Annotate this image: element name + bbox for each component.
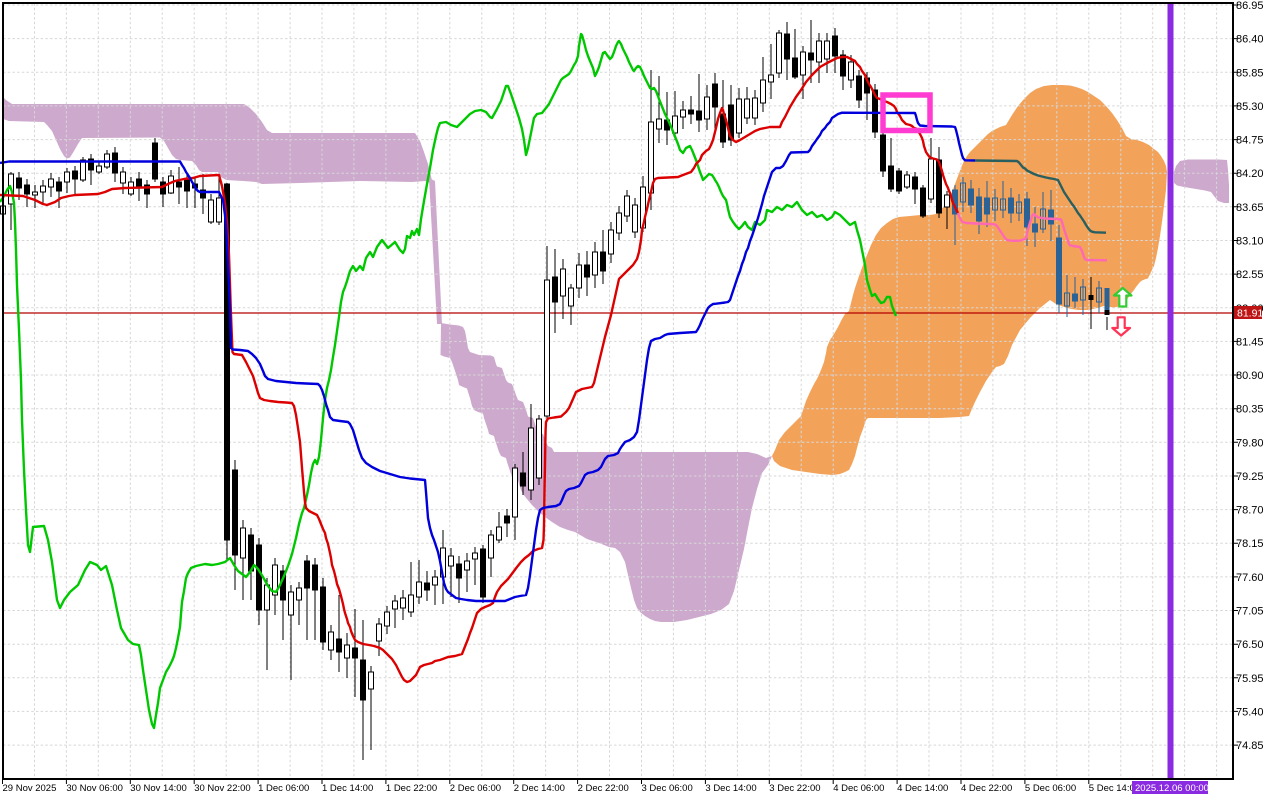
svg-text:5 Dec 14:00: 5 Dec 14:00 <box>1089 783 1140 794</box>
svg-text:1 Dec 14:00: 1 Dec 14:00 <box>322 783 373 794</box>
svg-text:1 Dec 22:00: 1 Dec 22:00 <box>386 783 437 794</box>
svg-text:86.40: 86.40 <box>1236 34 1264 46</box>
svg-text:4 Dec 22:00: 4 Dec 22:00 <box>961 783 1012 794</box>
svg-text:79.25: 79.25 <box>1236 471 1264 483</box>
svg-text:85.85: 85.85 <box>1236 67 1264 79</box>
svg-text:2025.12.06 00:00: 2025.12.06 00:00 <box>1135 783 1209 794</box>
svg-text:84.75: 84.75 <box>1236 135 1264 147</box>
svg-text:3 Dec 22:00: 3 Dec 22:00 <box>769 783 820 794</box>
svg-text:4 Dec 14:00: 4 Dec 14:00 <box>897 783 948 794</box>
svg-text:81.45: 81.45 <box>1236 336 1264 348</box>
svg-text:83.65: 83.65 <box>1236 202 1264 214</box>
svg-text:85.30: 85.30 <box>1236 101 1264 113</box>
svg-text:76.50: 76.50 <box>1236 639 1264 651</box>
svg-text:4 Dec 06:00: 4 Dec 06:00 <box>833 783 884 794</box>
svg-text:30 Nov 14:00: 30 Nov 14:00 <box>130 783 187 794</box>
svg-text:29 Nov 2025: 29 Nov 2025 <box>3 783 57 794</box>
svg-text:30 Nov 06:00: 30 Nov 06:00 <box>66 783 123 794</box>
svg-text:1 Dec 06:00: 1 Dec 06:00 <box>258 783 309 794</box>
svg-text:81.91: 81.91 <box>1237 308 1263 320</box>
svg-text:5 Dec 06:00: 5 Dec 06:00 <box>1025 783 1076 794</box>
svg-text:75.40: 75.40 <box>1236 706 1264 718</box>
svg-text:2 Dec 06:00: 2 Dec 06:00 <box>450 783 501 794</box>
svg-text:74.85: 74.85 <box>1236 740 1264 752</box>
svg-text:83.10: 83.10 <box>1236 236 1264 248</box>
svg-text:2 Dec 14:00: 2 Dec 14:00 <box>514 783 565 794</box>
svg-text:75.95: 75.95 <box>1236 673 1264 685</box>
svg-text:77.05: 77.05 <box>1236 606 1264 618</box>
svg-text:79.80: 79.80 <box>1236 437 1264 449</box>
svg-text:82.55: 82.55 <box>1236 269 1264 281</box>
svg-text:78.15: 78.15 <box>1236 538 1264 550</box>
svg-text:80.90: 80.90 <box>1236 370 1264 382</box>
svg-text:2 Dec 22:00: 2 Dec 22:00 <box>578 783 629 794</box>
svg-text:3 Dec 06:00: 3 Dec 06:00 <box>642 783 693 794</box>
svg-text:84.20: 84.20 <box>1236 168 1264 180</box>
svg-text:77.60: 77.60 <box>1236 572 1264 584</box>
svg-text:3 Dec 14:00: 3 Dec 14:00 <box>705 783 756 794</box>
svg-text:80.35: 80.35 <box>1236 404 1264 416</box>
svg-text:86.95: 86.95 <box>1236 0 1264 12</box>
svg-text:30 Nov 22:00: 30 Nov 22:00 <box>194 783 251 794</box>
svg-text:78.70: 78.70 <box>1236 505 1264 517</box>
